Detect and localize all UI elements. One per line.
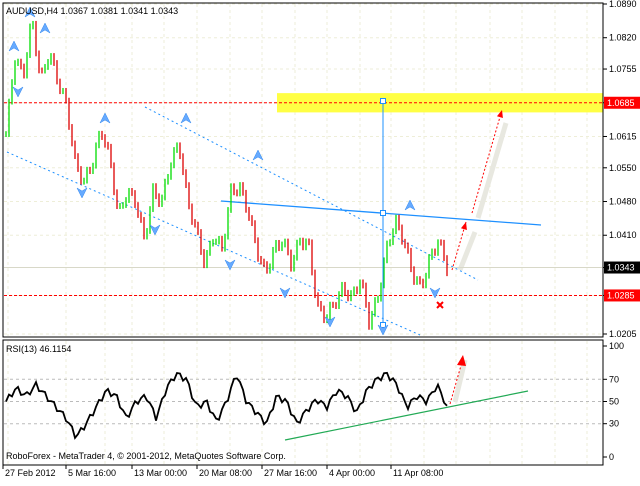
fractal-up-icon — [252, 149, 264, 161]
rsi-axis: 100 70 50 30 0 — [603, 341, 624, 462]
rsi-arrow-line — [449, 361, 463, 405]
rsi-panel — [4, 355, 602, 441]
time-tick-label: 11 Apr 08:00 — [393, 468, 443, 478]
time-tick-label: 5 Mar 16:00 — [68, 468, 116, 478]
rsi-tick-label: 50 — [609, 397, 619, 407]
main-panel-frame — [2, 2, 604, 338]
rsi-arrow-shadow — [452, 359, 468, 403]
arrow-shadow-2 — [475, 122, 509, 219]
price-tick-label: 1.0205 — [609, 329, 637, 339]
price-level-label: 1.0285 — [607, 290, 635, 300]
rsi-header: RSI(13) 46.1154 — [6, 344, 71, 354]
measure-handle — [380, 322, 386, 328]
price-tick-label: 1.0615 — [609, 131, 637, 141]
symbol-header: AUDUSD,H4 1.0367 1.0381 1.0341 1.0343 — [6, 6, 178, 16]
fractal-down-icon — [324, 316, 336, 328]
rsi-line — [5, 371, 448, 440]
rsi-tick-label: 100 — [609, 341, 624, 351]
rsi-tick-label: 30 — [609, 419, 619, 429]
price-tick-label: 1.0550 — [609, 163, 637, 173]
price-tick-label: 1.0755 — [609, 64, 637, 74]
cross-marker-icon — [436, 301, 444, 309]
price-level-badge — [604, 96, 640, 109]
price-level-label: 1.0685 — [607, 98, 635, 108]
time-tick-label: 4 Apr 00:00 — [329, 468, 375, 478]
rsi-tick-label: 70 — [609, 374, 619, 384]
fractal-down-icon — [279, 287, 291, 299]
time-tick-label: 13 Mar 00:00 — [134, 468, 187, 478]
forecast-arrow-short-arrowhead-icon — [460, 222, 467, 230]
fractal-up-icon — [404, 199, 416, 211]
fractal-up-icon — [39, 22, 51, 34]
fractal-down-icon — [429, 287, 441, 299]
current-price-badge — [604, 261, 640, 274]
forecast-arrow-long-arrowhead-icon — [496, 110, 503, 118]
time-tick-label: 27 Feb 2012 — [5, 468, 56, 478]
price-axis: 1.0890 1.0820 1.0755 1.0615 1.0550 1.0480 1.04… — [603, 0, 640, 339]
annotations-front — [8, 6, 503, 336]
time-tick-label: 27 Mar 16:00 — [264, 468, 317, 478]
fractal-down-icon — [224, 259, 236, 271]
fractal-up-icon — [8, 40, 20, 52]
current-price-label: 1.0343 — [607, 263, 635, 273]
time-axis: 27 Feb 2012 5 Mar 16:00 13 Mar 00:00 20 Mar… — [2, 465, 443, 478]
price-level-badge — [604, 289, 640, 302]
fractal-down-icon — [377, 324, 389, 336]
fractal-up-icon — [99, 112, 111, 124]
time-tick-label: 20 Mar 08:00 — [199, 468, 252, 478]
price-tick-label: 1.0820 — [609, 33, 637, 43]
fractal-up-icon — [180, 112, 192, 124]
fractal-down-icon — [12, 86, 24, 98]
rsi-trendline — [284, 390, 529, 441]
price-tick-label: 1.0890 — [609, 0, 637, 9]
copyright-text: RoboForex - MetaTrader 4, © 2001-2012, M… — [6, 451, 286, 461]
rsi-arrowhead-icon — [457, 355, 466, 366]
price-tick-label: 1.0410 — [609, 230, 637, 240]
rsi-panel-frame — [2, 339, 604, 466]
forecast-arrow-short-line — [451, 221, 467, 271]
fractal-down-icon — [76, 187, 88, 199]
fractal-down-icon — [149, 224, 161, 236]
rsi-tick-label: 0 — [609, 452, 614, 462]
measure-handle — [380, 98, 386, 104]
arrow-shadow-1 — [457, 231, 478, 271]
price-tick-label: 1.0480 — [609, 197, 637, 207]
forecast-arrow-long-line — [471, 109, 503, 214]
price-bars — [5, 20, 448, 330]
measure-handle — [380, 210, 386, 216]
fractal-up-icon — [24, 6, 36, 18]
